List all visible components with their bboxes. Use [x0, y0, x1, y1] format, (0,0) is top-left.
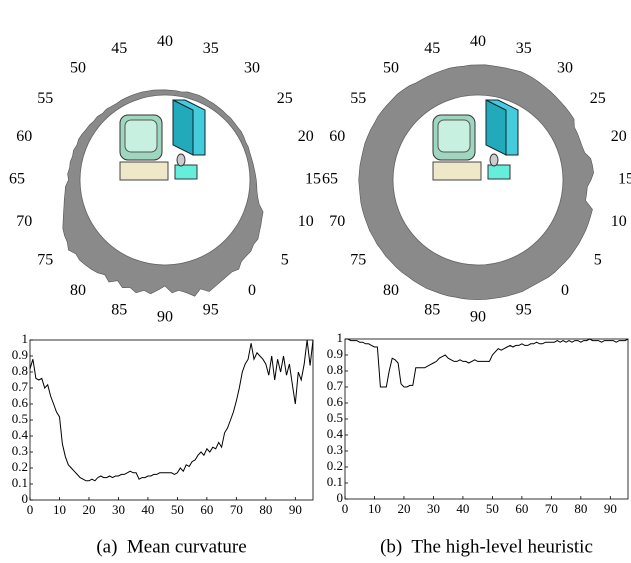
view-label: 10 — [298, 213, 314, 230]
y-tick-label: 0.7 — [327, 378, 344, 393]
y-tick-label: 0.9 — [12, 347, 28, 362]
view-label: 60 — [329, 128, 345, 145]
y-tick-label: 0.1 — [327, 474, 343, 489]
view-label: 45 — [111, 40, 127, 57]
x-tick-label: 40 — [141, 502, 154, 517]
y-tick-label: 0.2 — [327, 458, 343, 473]
view-label: 55 — [350, 90, 366, 107]
view-label: 30 — [557, 59, 573, 76]
x-tick-label: 20 — [397, 501, 410, 516]
view-label: 75 — [350, 252, 366, 269]
view-label: 65 — [9, 171, 25, 188]
line — [345, 339, 628, 387]
view-label: 90 — [470, 308, 486, 325]
x-tick-label: 70 — [545, 501, 558, 516]
view-label: 70 — [329, 213, 345, 230]
x-tick-label: 50 — [171, 502, 184, 517]
x-tick-label: 30 — [112, 502, 125, 517]
view-label: 40 — [470, 33, 486, 50]
x-tick-label: 10 — [53, 502, 66, 517]
view-label: 50 — [383, 59, 399, 76]
y-tick-label: 0.5 — [12, 411, 28, 426]
view-label: 15 — [305, 171, 321, 188]
caption: (a) Mean curvature — [96, 536, 246, 557]
view-label: 25 — [590, 90, 606, 107]
view-label: 60 — [16, 128, 32, 145]
x-tick-label: 80 — [574, 501, 587, 516]
x-tick-label: 70 — [230, 502, 243, 517]
plot-frame — [345, 339, 628, 499]
y-tick-label: 0.3 — [12, 443, 28, 458]
view-label: 35 — [203, 40, 219, 57]
figure: 05101520253035404550556065707580859095 0… — [0, 0, 631, 563]
view-label: 50 — [70, 59, 86, 76]
view-label: 30 — [244, 59, 260, 76]
y-tick-label: 0.1 — [12, 475, 28, 490]
y-tick-label: 1 — [337, 330, 344, 345]
x-tick-label: 20 — [82, 502, 95, 517]
line — [30, 340, 313, 481]
y-tick-label: 0.4 — [12, 427, 29, 442]
x-tick-label: 90 — [604, 501, 617, 516]
y-tick-label: 0.3 — [327, 442, 343, 457]
view-label: 85 — [424, 302, 440, 319]
view-label: 15 — [618, 171, 631, 188]
y-tick-label: 0.9 — [327, 346, 343, 361]
view-label: 10 — [611, 213, 627, 230]
view-label: 20 — [611, 128, 627, 145]
view-label: 75 — [37, 252, 53, 269]
view-label: 0 — [561, 282, 569, 299]
view-label: 65 — [322, 171, 338, 188]
y-tick-label: 0.6 — [327, 394, 344, 409]
view-label: 5 — [594, 252, 602, 269]
y-tick-label: 0.4 — [327, 426, 344, 441]
view-label: 80 — [70, 282, 86, 299]
view-label: 55 — [37, 90, 53, 107]
x-tick-label: 60 — [200, 502, 213, 517]
y-tick-label: 0.7 — [12, 379, 29, 394]
x-tick-label: 90 — [289, 502, 302, 517]
y-tick-label: 0.8 — [327, 362, 343, 377]
view-label: 45 — [424, 40, 440, 57]
x-tick-label: 0 — [342, 501, 349, 516]
x-tick-label: 50 — [486, 501, 499, 516]
view-label: 80 — [383, 282, 399, 299]
y-tick-label: 0.8 — [12, 363, 28, 378]
view-label: 40 — [157, 33, 173, 50]
view-label: 5 — [281, 252, 289, 269]
view-label: 0 — [248, 282, 256, 299]
view-label: 95 — [203, 302, 219, 319]
view-label: 90 — [157, 308, 173, 325]
view-label: 95 — [516, 302, 532, 319]
view-label: 25 — [277, 90, 293, 107]
x-tick-label: 60 — [515, 501, 528, 516]
view-label: 85 — [111, 302, 127, 319]
x-tick-label: 0 — [27, 502, 34, 517]
view-label: 35 — [516, 40, 532, 57]
y-tick-label: 0.6 — [12, 395, 29, 410]
y-tick-label: 0.2 — [12, 459, 28, 474]
x-tick-label: 80 — [259, 502, 272, 517]
view-label: 20 — [298, 128, 314, 145]
x-tick-label: 30 — [427, 501, 440, 516]
x-tick-label: 10 — [368, 501, 381, 516]
y-tick-label: 0.5 — [327, 410, 343, 425]
x-tick-label: 40 — [456, 501, 469, 516]
y-tick-label: 1 — [22, 331, 29, 346]
view-label: 70 — [16, 213, 32, 230]
caption: (b) The high-level heuristic — [380, 536, 593, 557]
